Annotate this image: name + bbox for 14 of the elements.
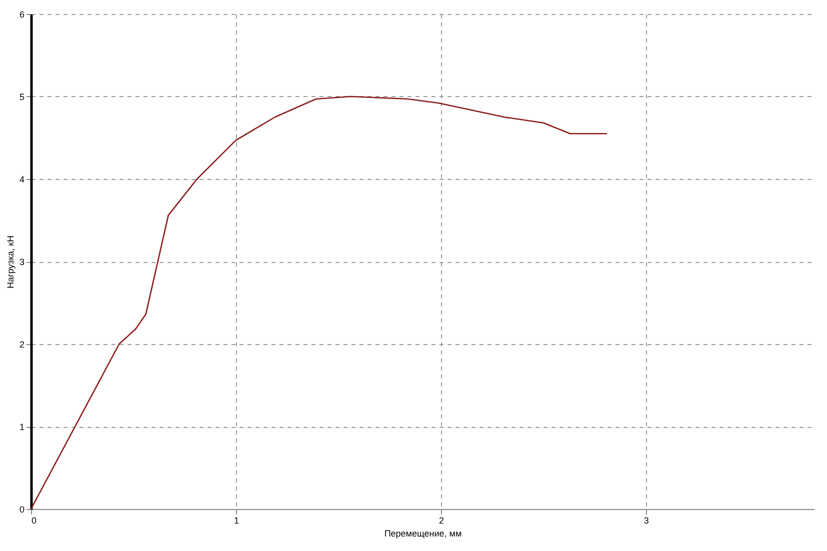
y-axis-title: Нагрузка, кН: [5, 236, 16, 288]
y-tick-label: 3: [19, 257, 24, 267]
x-tick-label: 0: [32, 516, 37, 526]
x-tick-label: 3: [644, 516, 649, 526]
x-tick-label: 1: [234, 516, 239, 526]
line-series: [30, 96, 608, 510]
y-tick-label: 6: [19, 10, 24, 20]
y-tick-label: 1: [19, 422, 24, 432]
x-tick-label: 2: [438, 516, 444, 526]
y-tick-label: 2: [19, 340, 24, 350]
x-axis-title: Перемещение, мм: [384, 528, 462, 538]
y-tick-label: 5: [19, 92, 24, 102]
y-tick-label: 4: [19, 174, 24, 184]
y-tick-label: 0: [19, 504, 24, 514]
